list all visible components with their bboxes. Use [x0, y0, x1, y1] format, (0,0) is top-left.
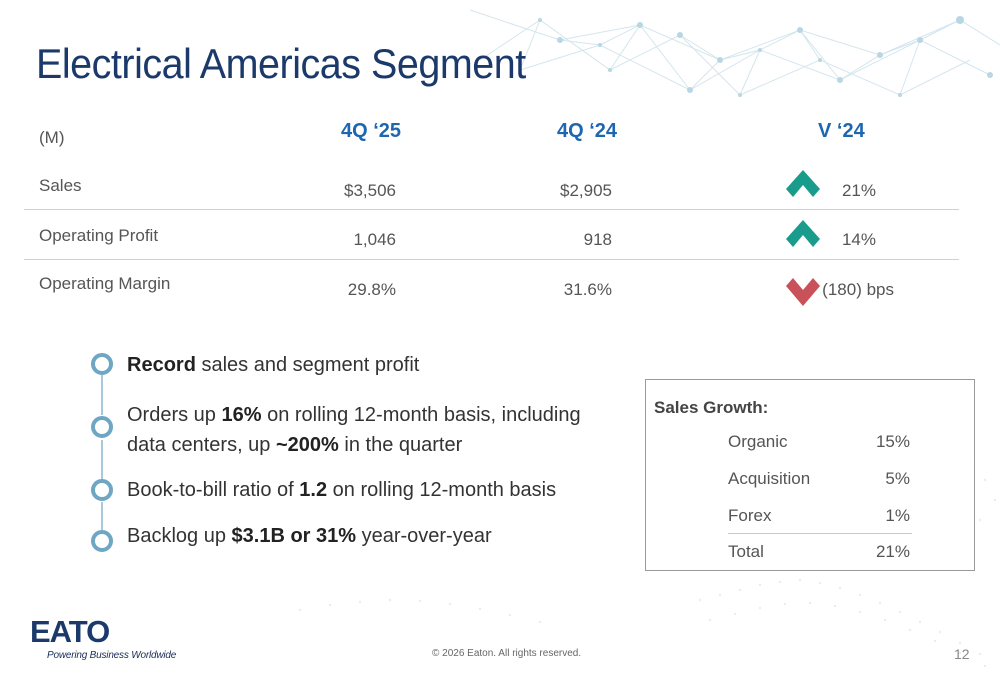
sales-growth-label: Organic [728, 432, 788, 451]
bullet-item-1: Record sales and segment profit [127, 354, 420, 376]
sales-growth-divider [728, 533, 912, 534]
operating-profit-4q25-value: 1,046 [353, 230, 396, 249]
operating-margin-4q25-value: 29.8% [347, 280, 396, 299]
sales-growth-value: 1% [885, 506, 910, 525]
operating-margin-change-value: (180) bps [822, 280, 894, 299]
operating-profit-change-value: 14% [841, 230, 876, 249]
sales-4q25-value: $3,506 [344, 181, 396, 200]
bullet-item-3: Book-to-bill ratio of 1.2 on rolling 12-… [127, 479, 557, 501]
sales-growth-label: Acquisition [728, 469, 811, 488]
column-header-v24: V ‘24 [818, 120, 865, 142]
row-divider [24, 209, 959, 210]
column-header-4q24: 4Q ‘24 [557, 120, 618, 142]
sales-growth-value: 21% [875, 542, 910, 561]
down-arrow-icon [786, 278, 820, 306]
bullet-item-4: Backlog up $3.1B or 31% year-over-year [127, 525, 492, 547]
sales-4q24-value: $2,905 [560, 181, 612, 200]
bullet-connector-line [101, 440, 103, 480]
copyright-notice: © 2026 Eaton. All rights reserved. [432, 648, 582, 659]
sales-growth-label: Forex [728, 506, 772, 525]
sales-growth-box: Sales Growth: Organic 15% Acquisition 5%… [645, 379, 975, 571]
bullet-ring-icon [91, 416, 113, 438]
sales-growth-label: Total [728, 542, 764, 561]
bullet-ring-icon [91, 530, 113, 552]
bullet-ring-icon [91, 353, 113, 375]
up-arrow-icon [786, 170, 820, 197]
row-label-sales: Sales [39, 176, 82, 195]
row-divider [24, 259, 959, 260]
bullet-connector-line [101, 502, 103, 530]
operating-margin-4q24-value: 31.6% [563, 280, 612, 299]
eaton-logo: EATON [30, 616, 110, 646]
bullet-connector-line [101, 375, 103, 415]
brand-tagline: Powering Business Worldwide [47, 650, 177, 661]
sales-growth-value: 5% [885, 469, 910, 488]
bullet-item-2: Orders up 16% on rolling 12-month basis,… [127, 404, 581, 456]
sales-growth-title: Sales Growth: [654, 398, 769, 417]
slide-title: Electrical Americas Segment [36, 40, 526, 87]
sales-growth-value: 15% [875, 432, 910, 451]
sales-change-value: 21% [841, 181, 876, 200]
row-label-operating-margin: Operating Margin [39, 274, 171, 293]
up-arrow-icon [786, 220, 820, 247]
column-header-4q25: 4Q ‘25 [341, 120, 402, 142]
table-unit-label: (M) [39, 128, 65, 147]
bullet-ring-icon [91, 479, 113, 501]
page-number: 12 [954, 646, 970, 662]
row-label-operating-profit: Operating Profit [39, 226, 159, 245]
operating-profit-4q24-value: 918 [583, 230, 612, 249]
svg-text:EATON: EATON [30, 616, 110, 646]
